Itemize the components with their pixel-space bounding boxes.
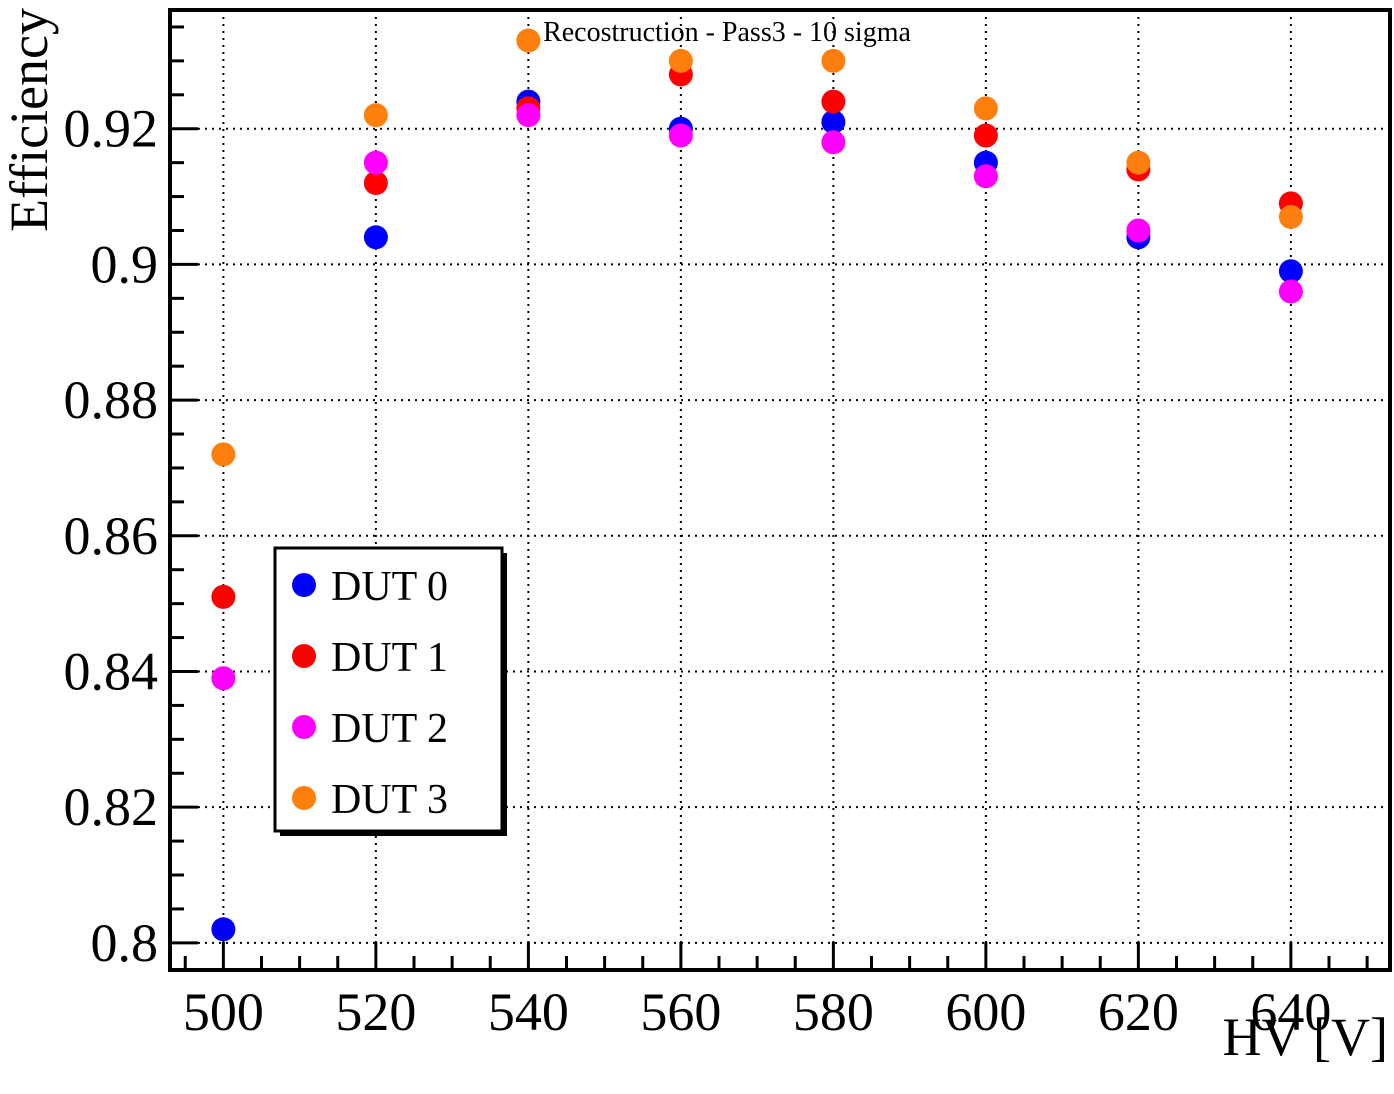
y-tick-label: 0.88 [64, 370, 159, 430]
y-tick-label: 0.86 [64, 506, 159, 566]
data-point-dut3 [363, 103, 388, 128]
x-tick-label: 640 [1250, 982, 1331, 1042]
legend-label: DUT 3 [331, 777, 448, 823]
legend-marker [292, 715, 316, 739]
data-point-dut0 [821, 109, 846, 134]
data-point-dut0 [211, 917, 236, 942]
data-point-dut3 [1126, 150, 1151, 175]
data-point-dut2 [973, 164, 998, 189]
y-tick-label: 0.84 [64, 641, 159, 701]
data-point-dut3 [1278, 204, 1303, 229]
data-point-dut2 [363, 150, 388, 175]
data-point-dut3 [668, 48, 693, 73]
y-tick-label: 0.8 [91, 913, 159, 973]
x-tick-label: 620 [1098, 982, 1179, 1042]
data-point-dut3 [821, 48, 846, 73]
x-tick-label: 560 [640, 982, 721, 1042]
x-tick-label: 600 [945, 982, 1026, 1042]
x-tick-label: 580 [793, 982, 874, 1042]
y-tick-label: 0.82 [64, 777, 159, 837]
chart-subtitle: Recostruction - Pass3 - 10 sigma [543, 17, 911, 48]
legend-label: DUT 2 [331, 706, 448, 752]
data-point-dut0 [363, 225, 388, 250]
legend-marker [292, 644, 316, 668]
x-axis-title: HV [V] [1223, 1007, 1388, 1067]
plot-frame [168, 8, 1392, 972]
x-tick-label: 500 [183, 982, 264, 1042]
data-point-dut3 [211, 442, 236, 467]
legend: DUT 0 DUT 1 DUT 2 DUT 3 [273, 546, 507, 836]
legend-label: DUT 0 [331, 564, 448, 610]
grid [170, 10, 1390, 970]
data-points [211, 28, 1303, 942]
data-point-dut2 [821, 130, 846, 155]
ticks: 500 520 540 560 580 600 620 640 0.8 0.82 0.84 0.86 0… [64, 25, 1369, 1042]
data-point-dut2 [516, 103, 541, 128]
data-point-dut2 [211, 666, 236, 691]
x-tick-label: 520 [335, 982, 416, 1042]
legend-label: DUT 1 [331, 635, 448, 681]
data-point-dut1 [363, 171, 388, 196]
data-point-dut3 [516, 28, 541, 53]
axes [168, 8, 1392, 972]
data-point-dut1 [821, 89, 846, 114]
y-tick-label: 0.9 [91, 234, 159, 294]
y-tick-label: 0.92 [64, 99, 159, 159]
legend-box [273, 546, 504, 833]
legend-marker [292, 573, 316, 597]
y-axis-title: Efficiency [0, 8, 59, 232]
legend-marker [292, 786, 316, 810]
data-point-dut1 [211, 584, 236, 609]
x-tick-label: 540 [488, 982, 569, 1042]
data-point-dut3 [973, 96, 998, 121]
data-point-dut2 [1126, 218, 1151, 243]
data-point-dut1 [973, 123, 998, 148]
data-point-dut0 [1278, 259, 1303, 284]
data-point-dut2 [1278, 279, 1303, 304]
data-point-dut2 [668, 123, 693, 148]
